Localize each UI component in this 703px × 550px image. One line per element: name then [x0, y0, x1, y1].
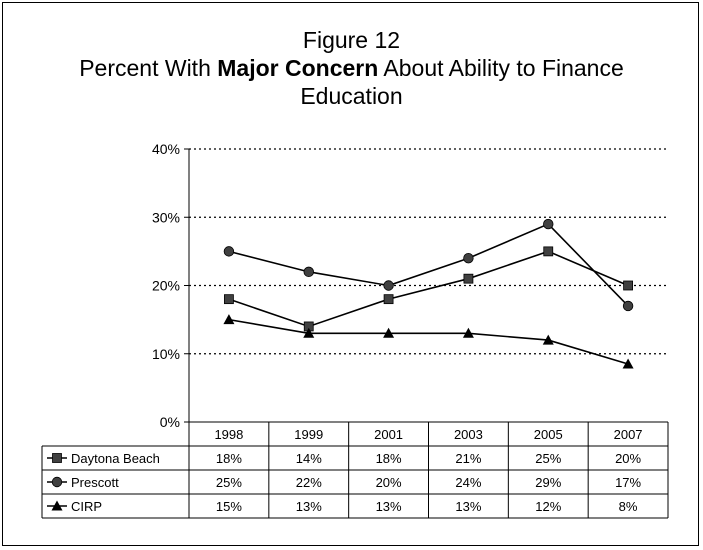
chart-title-line2-suffix: About Ability to Finance: [378, 55, 624, 81]
legend-key-marker-daytona-beach: [52, 453, 62, 463]
x-category-label-1999: 1999: [294, 427, 323, 442]
point-cirp-2005: [542, 334, 554, 345]
point-cirp-1998: [223, 314, 235, 325]
point-cirp-2003: [462, 327, 474, 338]
y-tick-label-10: 10%: [152, 346, 180, 362]
x-category-label-2003: 2003: [454, 427, 483, 442]
x-category-label-2001: 2001: [374, 427, 403, 442]
table-cell-daytona-beach-1999: 14%: [296, 451, 322, 466]
table-cell-daytona-beach-2001: 18%: [376, 451, 402, 466]
table-cell-prescott-2003: 24%: [455, 475, 481, 490]
chart-title-line3: Education: [300, 83, 403, 109]
table-cell-prescott-2001: 20%: [376, 475, 402, 490]
y-tick-label-40: 40%: [152, 141, 180, 157]
point-daytona-beach-2007: [623, 280, 633, 291]
series-line-daytona-beach: [228, 250, 629, 328]
chart-title-line2-prefix: Percent With: [79, 55, 218, 81]
table-cell-daytona-beach-1998: 18%: [216, 451, 242, 466]
table-cell-prescott-1998: 25%: [216, 475, 242, 490]
point-cirp-2007: [622, 358, 634, 369]
x-category-label-2007: 2007: [614, 427, 643, 442]
table-cell-daytona-beach-2007: 20%: [615, 451, 641, 466]
table-cell-prescott-1999: 22%: [296, 475, 322, 490]
point-prescott-2001: [383, 280, 394, 291]
chart-title-line2-bold: Major Concern: [217, 55, 379, 81]
x-category-label-1998: 1998: [214, 427, 243, 442]
chart-title-line2: Percent With Major Concern About Ability…: [0, 54, 703, 82]
legend-key-marker-cirp: [51, 500, 63, 511]
table-cell-cirp-1998: 15%: [216, 499, 242, 514]
table-cell-cirp-1999: 13%: [296, 499, 322, 514]
point-daytona-beach-1998: [224, 294, 234, 305]
legend-key-marker-prescott: [51, 476, 63, 488]
point-cirp-1999: [303, 327, 315, 338]
x-category-label-2005: 2005: [534, 427, 563, 442]
y-tick-label-30: 30%: [152, 209, 180, 225]
chart-title: Figure 12 Percent With Major Concern Abo…: [0, 26, 703, 110]
point-prescott-2005: [543, 218, 554, 230]
point-prescott-2007: [622, 300, 634, 312]
point-daytona-beach-2003: [463, 273, 474, 284]
series-line-cirp: [228, 318, 629, 365]
chart-title-line1: Figure 12: [302, 27, 401, 53]
point-prescott-1998: [223, 246, 235, 257]
point-prescott-2003: [463, 253, 474, 264]
point-daytona-beach-2005: [543, 246, 554, 257]
table-cell-prescott-2007: 17%: [615, 475, 641, 490]
table-cell-cirp-2003: 13%: [455, 499, 481, 514]
table-cell-cirp-2007: 8%: [619, 499, 638, 514]
series-line-prescott: [228, 223, 629, 307]
legend-label-cirp: CIRP: [71, 499, 102, 514]
table-cell-daytona-beach-2005: 25%: [535, 451, 561, 466]
legend-label-daytona-beach: Daytona Beach: [71, 451, 160, 466]
y-tick-label-20: 20%: [152, 278, 180, 294]
y-tick-label-0: 0%: [160, 414, 180, 430]
point-prescott-1999: [303, 266, 314, 278]
point-cirp-2001: [383, 327, 395, 338]
table-cell-cirp-2001: 13%: [376, 499, 402, 514]
table-cell-prescott-2005: 29%: [535, 475, 561, 490]
table-cell-daytona-beach-2003: 21%: [455, 451, 481, 466]
legend-label-prescott: Prescott: [71, 475, 119, 490]
point-daytona-beach-2001: [383, 294, 394, 305]
table-cell-cirp-2005: 12%: [535, 499, 561, 514]
